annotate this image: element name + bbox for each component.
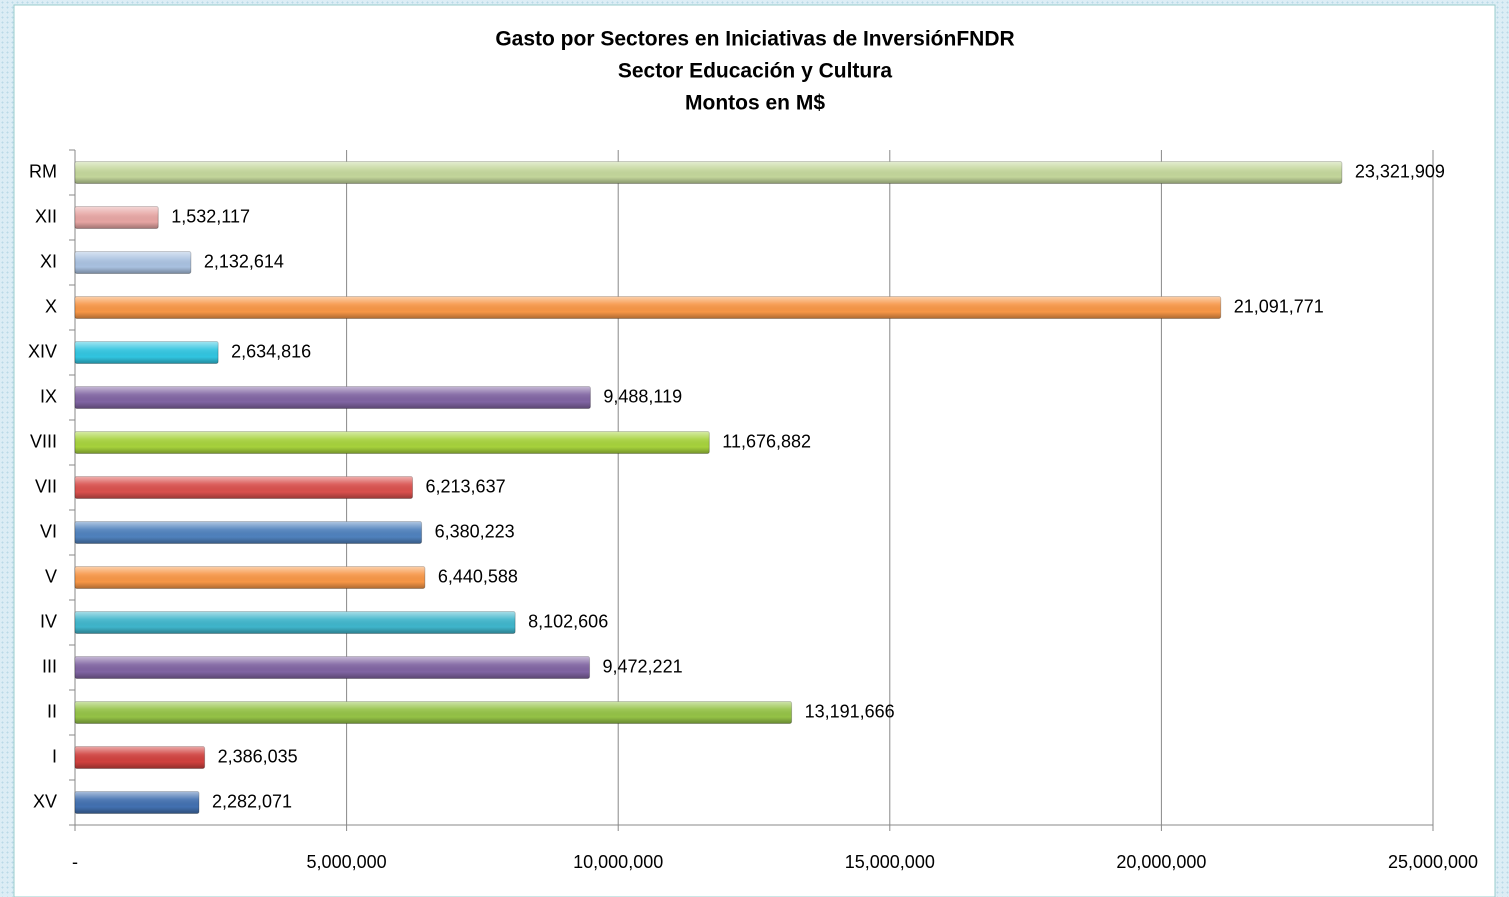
y-tick-label: VI bbox=[40, 521, 57, 541]
value-label: 8,102,606 bbox=[528, 611, 608, 631]
value-label: 13,191,666 bbox=[805, 701, 895, 721]
x-tick-label: - bbox=[72, 852, 78, 872]
value-label: 6,380,223 bbox=[435, 521, 515, 541]
bar-shine bbox=[75, 206, 159, 229]
x-tick-label: 5,000,000 bbox=[307, 852, 387, 872]
bar-shine bbox=[75, 701, 792, 724]
y-tick-label: XII bbox=[35, 206, 57, 226]
value-label: 6,440,588 bbox=[438, 566, 518, 586]
bar-shine bbox=[75, 386, 591, 409]
value-label: 2,634,816 bbox=[231, 341, 311, 361]
y-tick-label: III bbox=[42, 656, 57, 676]
chart-title: Montos en M$ bbox=[685, 92, 825, 115]
value-label: 6,213,637 bbox=[426, 476, 506, 496]
value-label: 1,532,117 bbox=[171, 206, 250, 226]
chart-title: Sector Educación y Cultura bbox=[618, 60, 893, 83]
value-label: 23,321,909 bbox=[1355, 161, 1445, 181]
value-label: 9,488,119 bbox=[603, 386, 682, 406]
y-tick-label: X bbox=[45, 296, 57, 316]
x-tick-label: 25,000,000 bbox=[1388, 852, 1478, 872]
bar-shine bbox=[75, 296, 1221, 319]
chart-title: Gasto por Sectores en Iniciativas de Inv… bbox=[495, 28, 1014, 51]
bar-shine bbox=[75, 341, 219, 364]
y-tick-label: VII bbox=[35, 476, 57, 496]
y-tick-label: II bbox=[47, 701, 57, 721]
bar-shine bbox=[75, 476, 413, 499]
value-label: 21,091,771 bbox=[1234, 296, 1324, 316]
bar-shine bbox=[75, 746, 205, 769]
y-tick-label: XI bbox=[40, 251, 57, 271]
y-tick-label: XIV bbox=[28, 341, 57, 361]
x-tick-label: 15,000,000 bbox=[845, 852, 935, 872]
bar-shine bbox=[75, 521, 422, 544]
y-tick-label: IX bbox=[40, 386, 57, 406]
value-label: 2,132,614 bbox=[204, 251, 284, 271]
bar-shine bbox=[75, 161, 1342, 184]
y-tick-label: VIII bbox=[30, 431, 57, 451]
value-label: 2,282,071 bbox=[212, 791, 292, 811]
y-tick-label: IV bbox=[40, 611, 57, 631]
x-tick-label: 20,000,000 bbox=[1116, 852, 1206, 872]
bar-shine bbox=[75, 791, 199, 814]
bar-shine bbox=[75, 566, 425, 589]
y-tick-label: XV bbox=[33, 791, 57, 811]
y-tick-label: V bbox=[45, 566, 57, 586]
x-tick-label: 10,000,000 bbox=[573, 852, 663, 872]
value-label: 9,472,221 bbox=[603, 656, 683, 676]
bar-shine bbox=[75, 611, 516, 634]
value-label: 2,386,035 bbox=[218, 746, 298, 766]
y-tick-label: I bbox=[52, 746, 57, 766]
bar-shine bbox=[75, 251, 191, 274]
bar-shine bbox=[75, 656, 590, 679]
value-label: 11,676,882 bbox=[722, 431, 811, 451]
y-tick-label: RM bbox=[29, 161, 57, 181]
bar-shine bbox=[75, 431, 710, 454]
